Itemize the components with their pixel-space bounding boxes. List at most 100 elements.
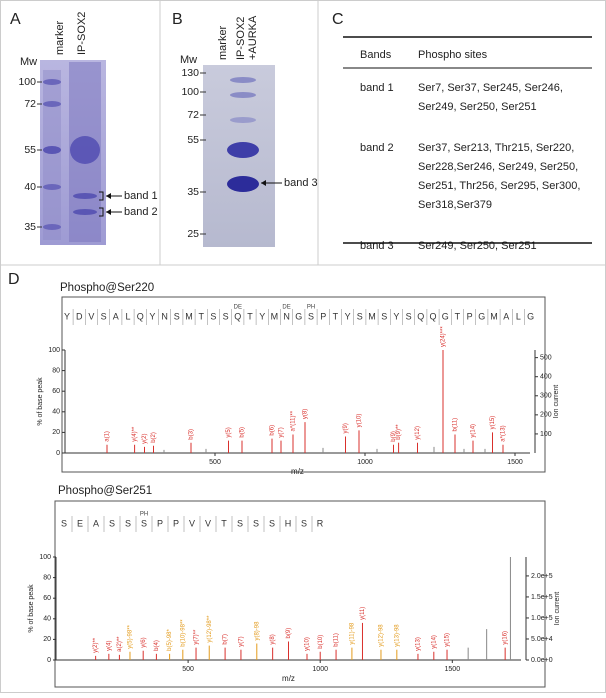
x-tick-label: 1000 [357,459,373,466]
mw-tick-label: 55 [24,144,36,156]
peak-label: b(2) [151,432,157,443]
residue: T [247,311,253,321]
gel-band [73,209,97,215]
peak-label: a(2)** [117,636,123,652]
table-cell: band 3 [360,240,394,252]
gel-band [230,77,256,83]
peak-label: y(4) [106,640,112,650]
lane-label: IP-SOX2 [235,17,247,60]
residue: S [308,311,314,321]
peak-label: y(9) [343,423,349,433]
y2-tick-label: 500 [540,354,552,361]
residue: S [101,311,107,321]
table-cell: Ser249, Ser250, Ser251 [418,240,537,252]
residue: M [368,311,376,321]
mw-tick-label: 40 [24,181,36,193]
residue: S [406,311,412,321]
y2-tick-label: 0.0e+0 [531,657,553,664]
y2-tick-label: 5.0e+4 [531,636,553,643]
residue: P [320,311,326,321]
y-tick-label: 80 [52,367,60,374]
peak-label: b(9)** [396,424,402,440]
gel-lane [43,70,61,240]
residue: S [210,311,216,321]
arrow-head [106,209,111,215]
mw-tick-label: 130 [181,67,199,79]
residue: Y [345,311,351,321]
mw-tick-label: 25 [187,228,199,240]
table-cell: Ser251, Thr256, Ser295, Ser300, [418,180,580,192]
residue: S [223,311,229,321]
mw-tick-label: 100 [18,76,36,88]
y2-tick-label: 1.0e+5 [531,615,553,622]
peak-label: y(12)-98 [379,624,385,647]
y2-axis-label: Ion current [553,385,560,419]
gel-band [73,193,97,199]
peak-label: y(8)-98 [254,621,260,641]
residue: S [109,518,115,528]
residue: M [271,311,279,321]
residue: G [442,311,449,321]
gel-band [43,101,61,107]
residue: A [503,311,509,321]
residue: E [77,518,83,528]
peak-label: y(24)*** [441,326,447,347]
arrow-head [106,193,111,199]
y-tick-label: 20 [52,429,60,436]
mw-label: Mw [20,56,37,68]
table-cell: Ser7, Ser37, Ser245, Ser246, [418,82,563,94]
bracket [99,191,104,201]
peak-label: y(13) [416,637,422,651]
peak-label: b(10)-98** [180,619,186,647]
peak-label: y(12) [415,426,421,440]
residue: L [125,311,130,321]
peak-label: y(5)-98** [128,624,134,648]
y2-tick-label: 200 [540,412,552,419]
residue: G [478,311,485,321]
residue: S [174,311,180,321]
peak-label: y(16) [503,631,509,645]
residue: S [381,311,387,321]
gel-band [43,79,61,85]
residue: Q [137,311,144,321]
gel-band [230,92,256,98]
peak-label: b(10) [318,635,324,649]
y-tick-label: 40 [52,409,60,416]
peak-label: y(7)** [194,629,200,645]
x-axis-label: m/z [291,467,304,476]
peak-label: y(2)** [93,637,99,653]
residue: S [125,518,131,528]
peak-label: y(7) [239,636,245,646]
y-axis-label: % of base peak [37,377,44,426]
residue: V [205,518,211,528]
gel-band [70,136,100,164]
residue: P [157,518,163,528]
y-tick-label: 100 [39,554,51,561]
panel-letter: C [332,11,344,28]
residue: S [253,518,259,528]
residue: M [185,311,193,321]
spectrum-title: Phospho@Ser251 [58,485,152,497]
modification: DE [234,305,242,311]
residue: A [113,311,119,321]
x-tick-label: 500 [209,459,221,466]
lane-label: +AURKA [247,15,259,60]
peak-label: y(15) [445,633,451,647]
y-tick-label: 80 [43,574,51,581]
residue: D [76,311,83,321]
peak-label: y(11) [360,607,366,620]
y-tick-label: 20 [43,636,51,643]
residue: S [61,518,67,528]
y2-tick-label: 100 [540,431,552,438]
residue: N [283,311,290,321]
y-tick-label: 0 [56,450,60,457]
peak-label: b(11) [453,418,459,432]
gel-band [227,142,259,158]
peak-label: y(14) [471,424,477,438]
peak-label: y(2) [142,433,148,443]
peak-label: y(6) [141,637,147,647]
peak-label: b(5)-98* [167,628,173,650]
peak-label: y(10) [357,414,363,428]
table-cell: Ser37, Ser213, Thr215, Ser220, [418,142,574,154]
residue: T [333,311,339,321]
